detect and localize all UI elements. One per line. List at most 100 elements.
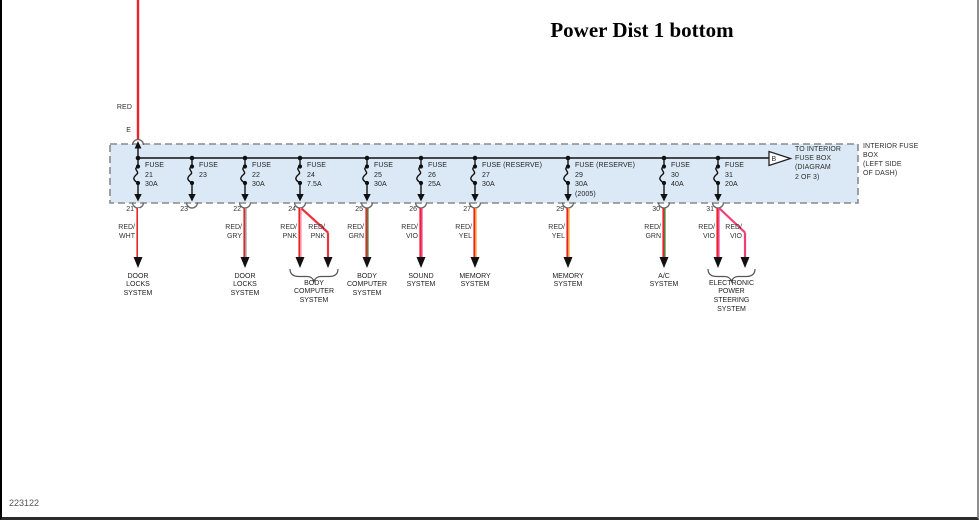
fuse-label: FUSE 24 7.5A <box>307 161 326 190</box>
fuse-label-line: 30A <box>252 181 265 189</box>
wire-color-label: RED/VIO <box>373 223 418 241</box>
supply-socket-arc <box>131 138 145 146</box>
brace-icon <box>289 268 339 284</box>
connector-b-letter: B <box>771 155 777 163</box>
connector-b-note-line: (DIAGRAM <box>795 164 831 172</box>
system-label-line: SYSTEM <box>717 305 746 313</box>
pin-number: 22 <box>233 206 241 213</box>
wire-color-label: RED/GRN <box>319 223 364 241</box>
pin-exit-arrow-icon <box>241 194 249 202</box>
pin-socket-arc <box>657 202 671 209</box>
wire-end-arrow-icon <box>563 257 573 268</box>
wire-branch-diagonal <box>300 207 329 234</box>
wire-end-arrow-icon <box>713 257 723 268</box>
fuse-label-line: FUSE <box>145 162 165 169</box>
wire-end-arrow-icon <box>470 257 480 268</box>
pin-exit-arrow-icon <box>564 194 572 202</box>
fuse-label-line: FUSE <box>307 162 327 169</box>
wire-color-label-line: RED/ <box>725 224 742 231</box>
system-label-line: COMPUTER <box>346 281 388 289</box>
fuse-label-line: 25A <box>428 181 441 189</box>
fuse-label-line: 40A <box>671 181 684 189</box>
system-label: MEMORY SYSTEM <box>430 273 520 291</box>
pin-number: 21 <box>126 206 134 213</box>
fuse-label-line: 29 <box>575 171 583 179</box>
fuse-label-line: (2005) <box>575 190 596 198</box>
fuse-label-line: 7.5A <box>307 181 322 189</box>
wire-color-label: RED/PNK <box>280 223 325 241</box>
wire-end-arrow-icon <box>740 257 750 268</box>
wire-color-label-line: RED/ <box>401 224 418 231</box>
fuse-symbol <box>470 165 476 184</box>
system-label-line: POWER <box>718 288 745 296</box>
fuse-label-line: 27 <box>482 171 490 179</box>
fuse-label-line: 30A <box>374 181 387 189</box>
pin-exit-arrow-icon <box>471 194 479 202</box>
supply-terminal-label: E <box>126 127 131 134</box>
fuse-label-line: FUSE <box>252 162 272 169</box>
fuse-symbol <box>362 165 368 184</box>
pin-exit-arrow-icon <box>363 194 371 202</box>
wire-color-label-line: WHT <box>119 233 135 240</box>
system-label-line: COMPUTER <box>293 288 335 296</box>
interior-fuse-box-outline <box>109 143 859 204</box>
wire-color-label: RED/GRY <box>197 223 242 241</box>
fuse-label-line: 22 <box>252 171 260 179</box>
fuse-label-line: 23 <box>199 171 207 179</box>
fuse-label-line: 30A <box>482 181 495 189</box>
fuse-label-line: 21 <box>145 171 153 179</box>
fuse-label: FUSE 25 30A <box>374 161 393 190</box>
pin-number: 31 <box>706 206 714 213</box>
interior-fuse-box-note-line: OF DASH) <box>863 170 898 178</box>
system-label-line: BODY <box>357 272 377 280</box>
wire-color-label-line: RED/ <box>455 224 472 231</box>
wire-color-label-line: RED/ <box>225 224 242 231</box>
wire-color-label-line: VIO <box>702 233 715 240</box>
page-title: Power Dist 1 bottom <box>550 18 734 42</box>
system-label-line: SYSTEM <box>352 290 382 298</box>
wire-color-label: RED/GRN <box>616 223 661 241</box>
wire-color-label-line: RED/ <box>280 224 297 231</box>
wire-color-label-line: RED/ <box>548 224 565 231</box>
pin-number: 29 <box>556 206 564 213</box>
fuse-label-line: FUSE <box>671 162 691 169</box>
wire-color-label: RED/YEL <box>427 223 472 241</box>
system-label-line: ELECTRONIC <box>708 279 755 287</box>
wire-color-label-line: VIO <box>729 233 742 240</box>
wire-color-label-line: RED/ <box>308 224 325 231</box>
fuse-label-line: 31 <box>725 171 733 179</box>
interior-fuse-box-note-line: (LEFT SIDE <box>863 160 902 168</box>
fuse-symbol <box>659 165 665 184</box>
wire-color-label-line: RED/ <box>118 224 135 231</box>
system-label: A/C SYSTEM <box>619 273 709 291</box>
wire-color-label: RED/PNK <box>252 223 297 241</box>
fuse-label: FUSE 21 30A <box>145 161 164 190</box>
wire-end-arrow-icon <box>416 257 426 268</box>
system-label-line: SYSTEM <box>230 290 260 298</box>
system-label: BODY COMPUTER SYSTEM <box>322 273 412 299</box>
connector-b-note-line: 2 OF 3) <box>795 173 820 181</box>
fuse-label: FUSE 26 25A <box>428 161 447 190</box>
pin-number: 27 <box>463 206 471 213</box>
system-label-line: SYSTEM <box>460 281 490 289</box>
wire-color-label-line: PNK <box>282 233 297 240</box>
fuse-label-line: FUSE (RESERVE) <box>575 162 636 169</box>
wire-end-arrow-icon <box>133 257 143 268</box>
fuse-label-line: 30A <box>575 181 588 189</box>
wire-end-arrow-icon <box>295 257 305 268</box>
fuse-label: FUSE 22 30A <box>252 161 271 190</box>
system-label: DOOR LOCKS SYSTEM <box>93 273 183 299</box>
pin-socket-arc <box>468 202 482 209</box>
fuse-label: FUSE 30 40A <box>671 161 690 190</box>
wire-color-label-line: GRN <box>348 233 364 240</box>
fuse-label: FUSE (RESERVE) 29 30A (2005) <box>575 161 635 199</box>
pin-number: 23 <box>180 206 188 213</box>
supply-entry-arrow-icon <box>134 141 142 149</box>
system-label: BODY COMPUTER SYSTEM <box>269 280 359 306</box>
system-label-line: SYSTEM <box>406 281 436 289</box>
fuse-symbol <box>240 165 246 184</box>
interior-fuse-box-note-line: BOX <box>863 151 879 159</box>
pin-exit-arrow-icon <box>714 194 722 202</box>
fuse-label-line: 26 <box>428 171 436 179</box>
fuse-label-line: 24 <box>307 171 315 179</box>
